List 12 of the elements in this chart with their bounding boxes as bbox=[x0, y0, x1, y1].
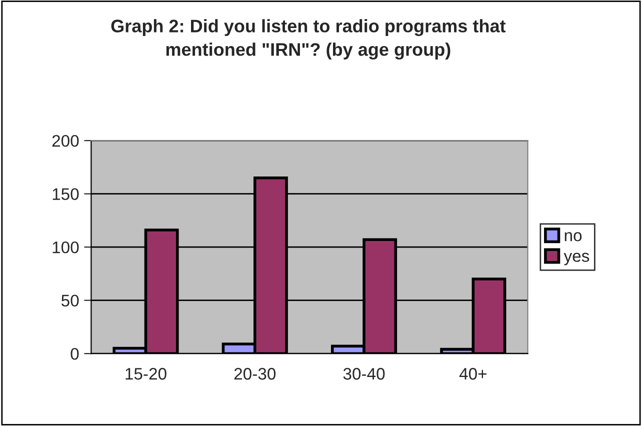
y-tick-label: 100 bbox=[52, 241, 79, 254]
legend-label: no bbox=[564, 232, 582, 242]
x-tick-label: 15-20 bbox=[126, 368, 166, 380]
y-tick-label: 0 bbox=[70, 348, 79, 360]
y-tick-label: 150 bbox=[52, 188, 79, 200]
x-tick-label: 20-30 bbox=[234, 368, 276, 380]
x-tick-label: 40+ bbox=[459, 368, 486, 380]
chart-title: Graph 2: Did you listen to radio programs that mentioned "IRN"? (by age group) bbox=[111, 19, 506, 60]
legend-label: yes bbox=[564, 252, 590, 266]
x-tick-label: 30-40 bbox=[343, 368, 385, 380]
y-tick-label: 200 bbox=[52, 134, 79, 147]
y-tick-label: 50 bbox=[61, 294, 79, 307]
